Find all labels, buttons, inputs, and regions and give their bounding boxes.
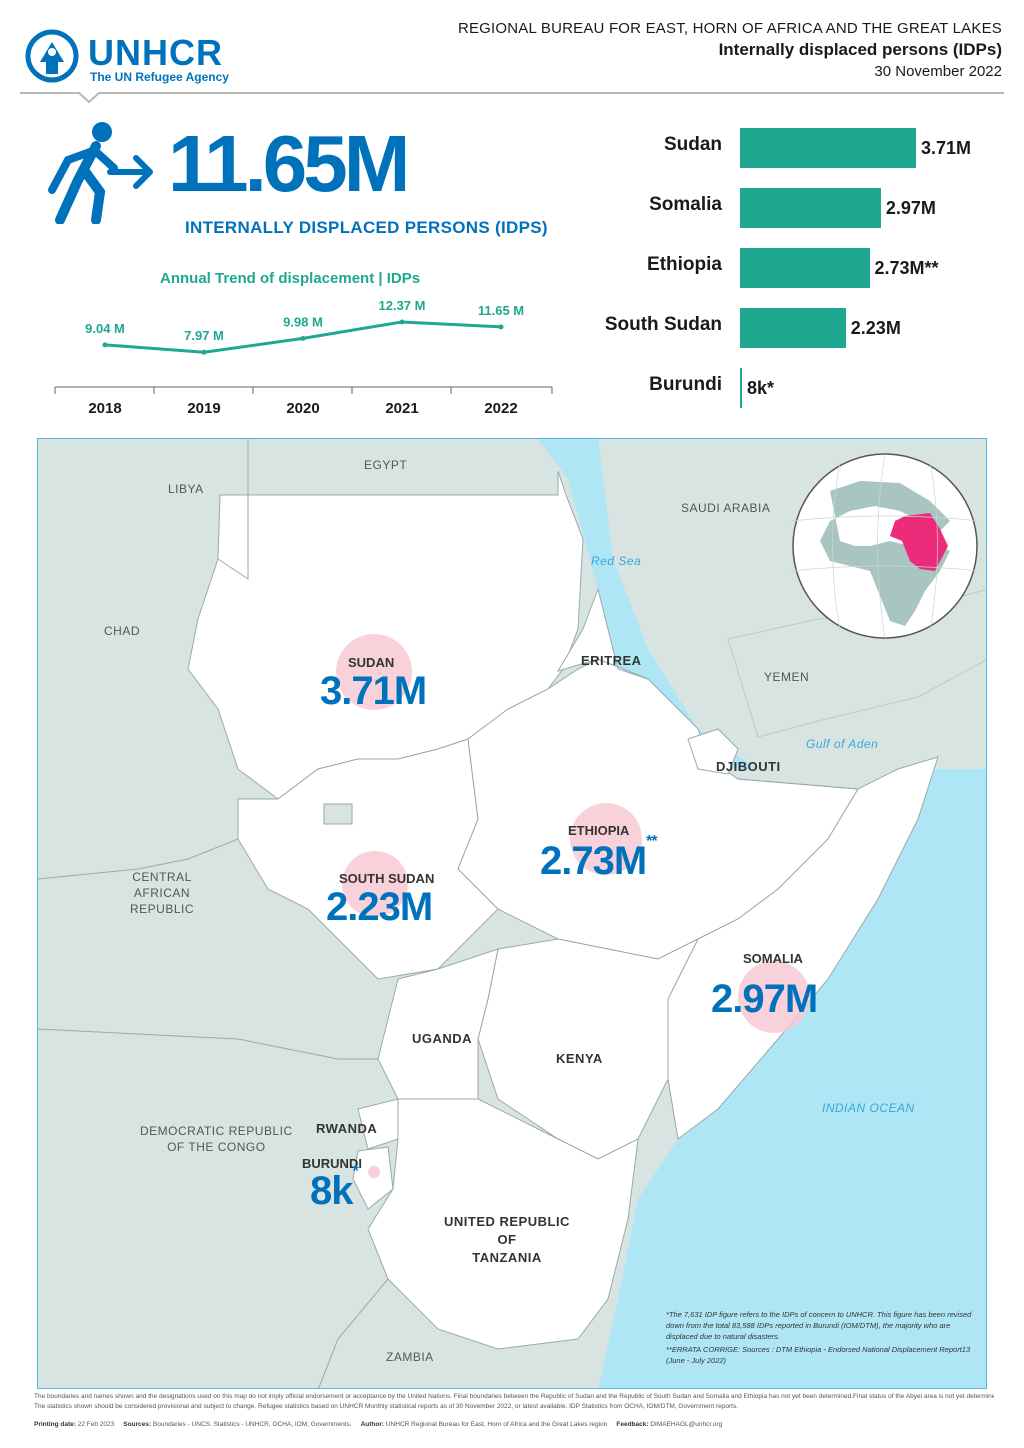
- label-red-sea: Red Sea: [591, 554, 642, 568]
- header-divider: [20, 92, 1004, 94]
- label-gulf-of-aden: Gulf of Aden: [806, 737, 879, 751]
- label-indian-ocean: INDIAN OCEAN: [822, 1101, 915, 1115]
- trend-year-label: 2021: [385, 400, 418, 417]
- bar-category-label: Ethiopia: [647, 254, 722, 275]
- bubble-burundi: [368, 1166, 380, 1178]
- footer-stats-note: The statistics shown should be considere…: [34, 1403, 738, 1410]
- trend-point: [498, 324, 504, 330]
- bubble-ethiopia: [570, 803, 642, 875]
- org-tagline: The UN Refugee Agency: [90, 70, 229, 84]
- bar-value-label: 2.23M: [850, 318, 901, 338]
- trend-data-label: 11.65 M: [478, 303, 524, 318]
- trend-point: [102, 342, 108, 348]
- org-name: UNHCR: [88, 32, 223, 73]
- map-figure-somalia-name: SOMALIA: [743, 951, 803, 966]
- unhcr-logo: UNHCR The UN Refugee Agency: [22, 28, 252, 88]
- sources-value: Boundaries - UNCS. Statistics - UNHCR, O…: [152, 1421, 352, 1428]
- note-burundi: *The 7,631 IDP figure refers to the IDPs…: [666, 1310, 972, 1341]
- footer-disclaimer: The boundaries and names shown and the d…: [34, 1393, 994, 1400]
- bar-value-label: 2.97M: [885, 198, 936, 218]
- trend-data-label: 9.98 M: [283, 314, 323, 329]
- trend-year-label: 2018: [88, 400, 121, 417]
- bar-category-label: South Sudan: [604, 314, 722, 335]
- total-idps: 11.65M: [168, 119, 410, 208]
- bar-value-label: 3.71M: [921, 138, 972, 158]
- trend-point: [399, 319, 405, 325]
- label-yemen: YEMEN: [764, 670, 810, 684]
- map-figure-burundi-name: BURUNDI: [302, 1156, 362, 1171]
- label-chad: CHAD: [104, 624, 141, 638]
- map-figure-ethiopia-value: 2.73M**: [540, 833, 658, 883]
- bar: [740, 368, 742, 408]
- label-djibouti: DJIBOUTI: [716, 759, 781, 774]
- label-drc: DEMOCRATIC REPUBLIC OF THE CONGO: [140, 1124, 293, 1154]
- author-value: UNHCR Regional Bureau for East, Horn of …: [385, 1421, 608, 1428]
- person-fleeing-icon: [48, 122, 153, 224]
- header-notch-icon: [78, 92, 100, 104]
- trend-year-label: 2020: [286, 400, 319, 417]
- author-label: Author:: [360, 1421, 385, 1428]
- printing-label: Printing date:: [34, 1421, 76, 1428]
- map-figure-burundi-value: 8k*: [310, 1163, 359, 1213]
- label-rwanda: RWANDA: [316, 1121, 378, 1136]
- map-figure-somalia-value: 2.97M: [711, 977, 818, 1021]
- trend-data-label: 9.04 M: [85, 321, 125, 336]
- map-notes: *The 7,631 IDP figure refers to the IDPs…: [666, 1309, 976, 1366]
- bar-row: Sudan 3.71M: [590, 124, 1010, 168]
- label-eritrea: ERITREA: [581, 653, 642, 668]
- bar-category-label: Sudan: [663, 134, 722, 155]
- bar-row: Ethiopia 2.73M**: [590, 244, 1010, 288]
- label-tanzania: UNITED REPUBLIC OF TANZANIA: [444, 1214, 570, 1265]
- label-zambia: ZAMBIA: [386, 1350, 434, 1364]
- label-car: CENTRAL AFRICAN REPUBLIC: [130, 870, 195, 916]
- globe-inset-icon: [790, 453, 980, 639]
- bubble-south-sudan: [342, 851, 408, 917]
- map-figure-sudan-value: 3.71M: [320, 669, 427, 713]
- page-title: Internally displaced persons (IDPs): [718, 40, 1002, 59]
- header-titles: REGIONAL BUREAU FOR EAST, HORN OF AFRICA…: [458, 20, 1002, 80]
- bubble-somalia: [738, 961, 810, 1033]
- label-saudi-arabia: SAUDI ARABIA: [681, 501, 771, 515]
- bar-row: Burundi 8k*: [590, 364, 1010, 408]
- bar-value-label: 8k*: [747, 378, 775, 398]
- footer: The boundaries and names shown and the d…: [34, 1392, 994, 1430]
- trend-point: [300, 335, 306, 341]
- bar: [740, 188, 881, 228]
- report-date: 30 November 2022: [874, 63, 1002, 80]
- bar: [740, 308, 846, 348]
- bubble-sudan: [336, 634, 412, 710]
- unhcr-emblem-icon: [25, 29, 79, 83]
- trend-point: [201, 349, 207, 355]
- label-kenya: KENYA: [556, 1051, 603, 1066]
- label-egypt: EGYPT: [364, 458, 408, 472]
- bar: [740, 128, 916, 168]
- region-map: LIBYA EGYPT CHAD SAUDI ARABIA ERITREA YE…: [37, 438, 987, 1389]
- trend-title: Annual Trend of displacement | IDPs: [160, 270, 421, 287]
- map-figure-south-sudan-name: SOUTH SUDAN: [339, 871, 435, 886]
- trend-line-chart: 9.04 M 2018 7.97 M 2019 9.98 M 2020 12.37 M 202…: [54, 298, 553, 417]
- bar-value-label: 2.73M**: [874, 258, 939, 278]
- label-uganda: UGANDA: [412, 1031, 473, 1046]
- map-figure-sudan-name: SUDAN: [348, 655, 395, 670]
- bureau-name: REGIONAL BUREAU FOR EAST, HORN OF AFRICA…: [457, 20, 1002, 37]
- bar-row: South Sudan 2.23M: [590, 304, 1010, 348]
- trend-data-label: 7.97 M: [184, 328, 224, 343]
- trend-year-label: 2019: [187, 400, 220, 417]
- footer-meta: Printing date: 22 Feb 2023 Sources: Boun…: [34, 1420, 994, 1430]
- bar: [740, 248, 870, 288]
- map-figure-ethiopia-name: ETHIOPIA: [568, 823, 630, 838]
- bar-category-label: Burundi: [649, 374, 722, 395]
- trend-data-label: 12.37 M: [379, 298, 426, 313]
- bar-row: Somalia 2.97M: [590, 184, 1010, 228]
- feedback-label: Feedback:: [616, 1421, 649, 1428]
- total-idps-label: INTERNALLY DISPLACED PERSONS (IDPS): [185, 218, 548, 237]
- note-ethiopia: **ERRATA CORRIGE: Sources : DTM Ethiopia…: [666, 1345, 971, 1365]
- sources-label: Sources:: [123, 1421, 152, 1428]
- trend-year-label: 2022: [484, 400, 517, 417]
- bar-category-label: Somalia: [649, 194, 722, 215]
- map-figure-south-sudan-value: 2.23M: [326, 885, 433, 929]
- label-libya: LIBYA: [168, 482, 204, 496]
- feedback-value[interactable]: DIMAEHAGL@unhcr.org: [650, 1421, 723, 1428]
- printing-value: 22 Feb 2023: [77, 1421, 115, 1428]
